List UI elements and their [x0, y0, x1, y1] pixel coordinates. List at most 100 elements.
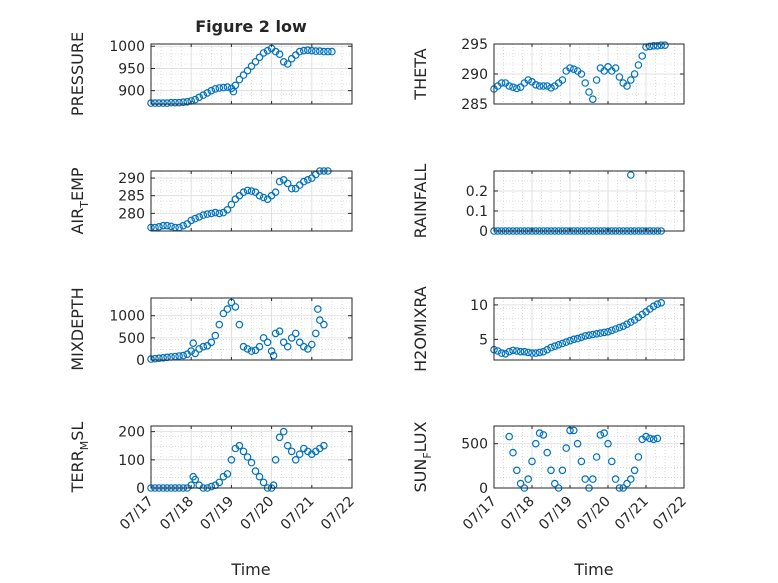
data-point — [653, 300, 662, 309]
x-tick-label: 07/19 — [536, 494, 576, 534]
data-point — [324, 47, 332, 56]
data-point — [634, 453, 643, 461]
data-point — [600, 67, 609, 75]
data-point — [251, 57, 260, 66]
data-point — [311, 329, 320, 338]
data-point — [303, 176, 312, 184]
data-point — [203, 89, 212, 97]
x-tick-label: 07/20 — [574, 494, 614, 534]
data-point — [569, 65, 578, 74]
subplot-terr-msl: 0 100 200 07/17 07/18 07/19 07/20 07/21 07/22 TER… — [68, 422, 358, 534]
data-point — [191, 475, 200, 484]
data-point — [171, 98, 179, 107]
data-point — [251, 188, 260, 197]
x-tick-label: 07/20 — [238, 494, 278, 534]
data-point — [275, 327, 284, 336]
data-point — [243, 186, 252, 195]
data-point — [604, 327, 612, 336]
data-point — [183, 220, 192, 228]
data-point — [215, 478, 224, 487]
data-point — [630, 70, 639, 78]
data-point — [611, 475, 620, 483]
data-point — [558, 466, 567, 475]
data-point — [509, 346, 517, 355]
y-tick-label: 0 — [479, 481, 488, 497]
data-point — [203, 210, 212, 218]
data-point — [271, 329, 280, 338]
data-point — [562, 444, 571, 452]
data-point — [615, 323, 624, 332]
data-point — [243, 66, 252, 75]
data-point — [235, 441, 244, 450]
data-point — [615, 73, 624, 81]
data-point — [585, 331, 593, 340]
data-point — [279, 338, 288, 347]
y-tick-label: 1000 — [109, 39, 145, 55]
data-point — [516, 479, 525, 488]
x-tick-label: 07/22 — [650, 494, 690, 534]
data-point — [611, 64, 620, 72]
data-point — [189, 339, 198, 348]
data-point — [512, 347, 521, 355]
data-point — [175, 223, 183, 232]
data-point — [159, 353, 167, 362]
data-point — [263, 195, 272, 204]
data-point — [543, 448, 552, 457]
y-tick-label: 500 — [461, 437, 488, 453]
data-point — [524, 76, 533, 84]
data-point — [653, 41, 662, 50]
data-point — [626, 318, 635, 326]
data-point — [247, 187, 256, 195]
x-tick-label: 07/21 — [278, 494, 318, 534]
data-point — [645, 42, 654, 51]
data-point — [211, 331, 220, 340]
data-point — [231, 81, 240, 90]
data-point — [547, 343, 555, 352]
y-axis-label: RAINFALL — [411, 164, 430, 239]
data-point — [311, 170, 320, 179]
data-point — [279, 427, 288, 436]
data-point — [195, 213, 204, 221]
data-point — [259, 334, 268, 342]
x-tick-label: 07/22 — [318, 494, 358, 534]
axes-box — [493, 425, 685, 489]
axes-box — [150, 425, 353, 489]
data-point — [550, 479, 559, 488]
data-point — [267, 347, 276, 355]
data-point — [512, 84, 521, 93]
data-point — [283, 342, 292, 351]
y-tick-label: 290 — [461, 67, 488, 83]
data-point — [235, 320, 244, 329]
subplot-mixdepth: 0 500 1000 MIXDEPTH — [68, 287, 353, 371]
data-point — [223, 305, 232, 313]
data-point — [175, 98, 183, 107]
data-point — [547, 466, 555, 475]
axes-box — [150, 170, 353, 232]
data-point — [509, 448, 517, 457]
data-point — [231, 303, 240, 311]
data-point — [243, 453, 252, 461]
data-point — [303, 46, 312, 55]
data-point — [203, 341, 212, 350]
data-point — [163, 221, 171, 230]
series-markers — [490, 298, 666, 358]
data-point — [543, 345, 552, 354]
data-point — [159, 221, 167, 230]
data-point — [215, 320, 224, 329]
data-point — [585, 88, 593, 96]
y-tick-label: 950 — [118, 61, 145, 77]
data-point — [649, 302, 658, 311]
data-point — [607, 326, 616, 335]
data-point — [657, 298, 666, 307]
data-point — [255, 53, 264, 62]
data-point — [528, 457, 536, 466]
data-point — [219, 309, 228, 318]
y-tick-label: 1000 — [109, 309, 145, 325]
data-point — [283, 60, 292, 68]
data-point — [151, 99, 159, 107]
data-point — [539, 431, 548, 439]
data-point — [638, 52, 647, 60]
series-markers — [490, 41, 669, 104]
data-point — [623, 320, 631, 329]
